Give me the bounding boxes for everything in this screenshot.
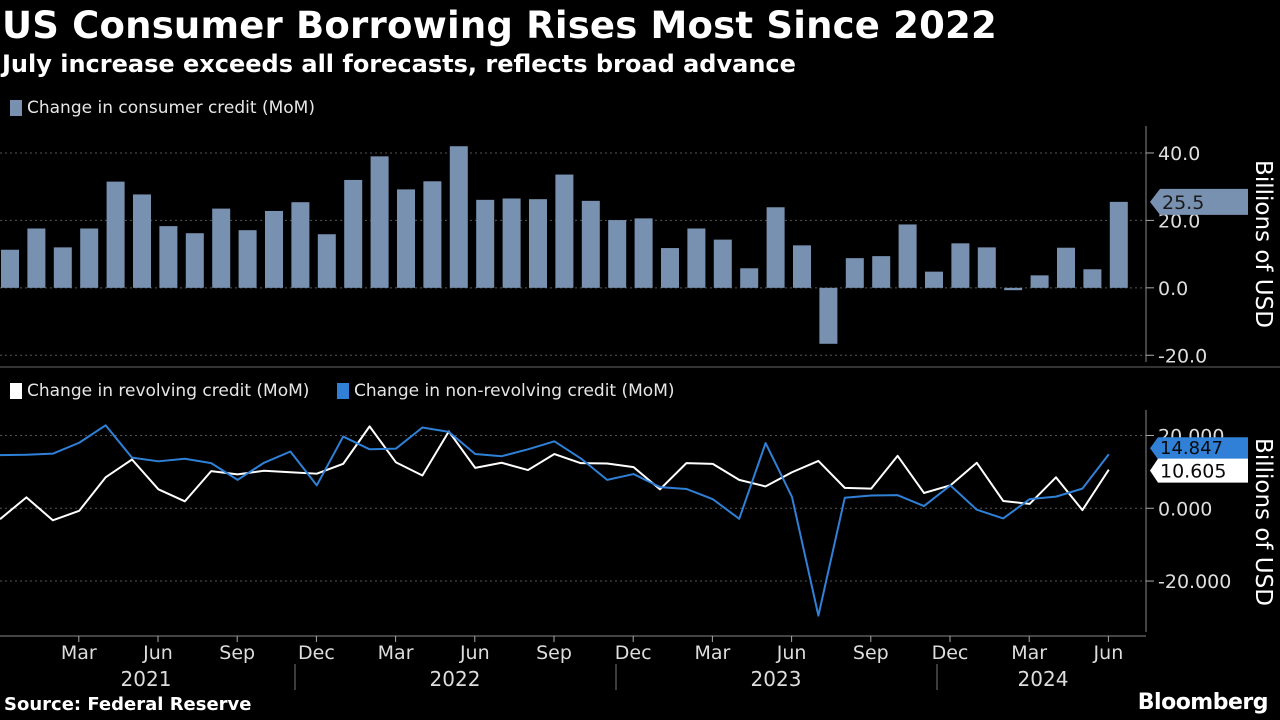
bar — [159, 226, 178, 288]
bar — [291, 202, 310, 288]
bar — [529, 199, 547, 288]
xtick-month-label: Jun — [142, 642, 173, 664]
xtick-month-label: Dec — [932, 642, 969, 664]
top-last-value-label: 25.5 — [1162, 192, 1204, 214]
nonrevolving-credit-line — [0, 424, 1110, 617]
top-ytick-label: 0.0 — [1158, 278, 1188, 300]
bar — [238, 230, 257, 288]
bar — [80, 228, 99, 288]
legend-swatch-nonrevolving — [337, 383, 349, 399]
bar — [898, 224, 917, 288]
bar — [845, 258, 864, 288]
legend-label-revolving: Change in revolving credit (MoM) — [27, 381, 310, 401]
nonrevolving-last-value-label: 14.847 — [1160, 438, 1223, 459]
bottom-yaxis-title: Billions of USD — [1250, 438, 1276, 606]
bar — [661, 248, 679, 288]
bar — [133, 194, 151, 288]
bar — [423, 181, 442, 288]
chart-title: US Consumer Borrowing Rises Most Since 2… — [2, 4, 997, 47]
xtick-month-label: Mar — [61, 642, 97, 664]
bar — [1, 249, 19, 288]
bar — [872, 256, 891, 288]
xtick-month-label: Sep — [536, 642, 572, 664]
bar — [819, 287, 838, 344]
bar — [53, 247, 72, 288]
xtick-month-label: Mar — [378, 642, 414, 664]
xtick-month-label: Dec — [615, 642, 652, 664]
bar — [1083, 269, 1102, 288]
top-last-value-badge — [1150, 188, 1248, 215]
top-ytick-label: 20.0 — [1158, 210, 1200, 232]
bar — [951, 243, 970, 288]
bar — [397, 189, 415, 288]
bar — [740, 268, 759, 288]
xtick-year-label: 2024 — [1018, 667, 1069, 691]
top-ytick-label: -20.0 — [1158, 345, 1207, 367]
xtick-month-label: Sep — [853, 642, 889, 664]
bar — [713, 239, 732, 288]
bar — [634, 218, 653, 288]
bar — [793, 245, 811, 288]
xtick-year-label: 2021 — [121, 667, 172, 691]
bar — [555, 174, 574, 288]
chart-subtitle: July increase exceeds all forecasts, ref… — [2, 50, 796, 78]
bottom-ytick-label: -20.000 — [1158, 571, 1231, 593]
bottom-ytick-label: 0.000 — [1158, 498, 1212, 520]
legend-consumer-credit: Change in consumer credit (MoM) — [10, 98, 315, 118]
bar — [370, 156, 389, 288]
legend-swatch-revolving — [10, 383, 22, 399]
bar — [449, 146, 468, 288]
bar — [1004, 287, 1023, 291]
xtick-month-label: Sep — [219, 642, 255, 664]
legend-label-consumer-credit: Change in consumer credit (MoM) — [27, 98, 315, 118]
legend-label-nonrevolving: Change in non-revolving credit (MoM) — [354, 381, 675, 401]
xtick-year-label: 2022 — [430, 667, 481, 691]
xtick-month-label: Jun — [776, 642, 807, 664]
bar — [925, 271, 943, 288]
nonrevolving-last-value-badge — [1150, 437, 1248, 460]
xtick-month-label: Jun — [1093, 642, 1124, 664]
bar — [502, 198, 521, 288]
bar — [27, 228, 46, 288]
source-note: Source: Federal Reserve — [4, 694, 252, 715]
bar — [106, 181, 125, 288]
bar — [581, 200, 600, 288]
bar — [1109, 201, 1128, 288]
bar — [1057, 247, 1075, 288]
bar — [212, 208, 231, 288]
brand-logo: Bloomberg — [1137, 690, 1269, 715]
bar — [265, 210, 283, 288]
bar — [344, 179, 363, 288]
revolving-last-value-badge — [1150, 458, 1248, 483]
legend-revolving-credit: Change in revolving credit (MoM) — [10, 381, 309, 401]
bar — [317, 234, 336, 288]
xtick-month-label: Dec — [298, 642, 335, 664]
legend-swatch-consumer-credit — [10, 100, 22, 116]
top-ytick-label: 40.0 — [1158, 143, 1200, 165]
bar — [687, 228, 706, 288]
xtick-month-label: Jun — [459, 642, 490, 664]
bar — [185, 233, 204, 288]
bar — [476, 199, 495, 288]
revolving-last-value-label: 10.605 — [1160, 461, 1226, 483]
bar — [608, 220, 627, 288]
top-yaxis-title: Billions of USD — [1250, 160, 1276, 328]
xtick-month-label: Mar — [694, 642, 730, 664]
bar — [977, 247, 996, 288]
legend-nonrevolving-credit: Change in non-revolving credit (MoM) — [337, 381, 675, 401]
bar — [1030, 275, 1049, 288]
bar — [766, 207, 785, 288]
revolving-credit-line — [0, 425, 1110, 522]
xtick-year-label: 2023 — [751, 667, 802, 691]
xtick-month-label: Mar — [1011, 642, 1047, 664]
